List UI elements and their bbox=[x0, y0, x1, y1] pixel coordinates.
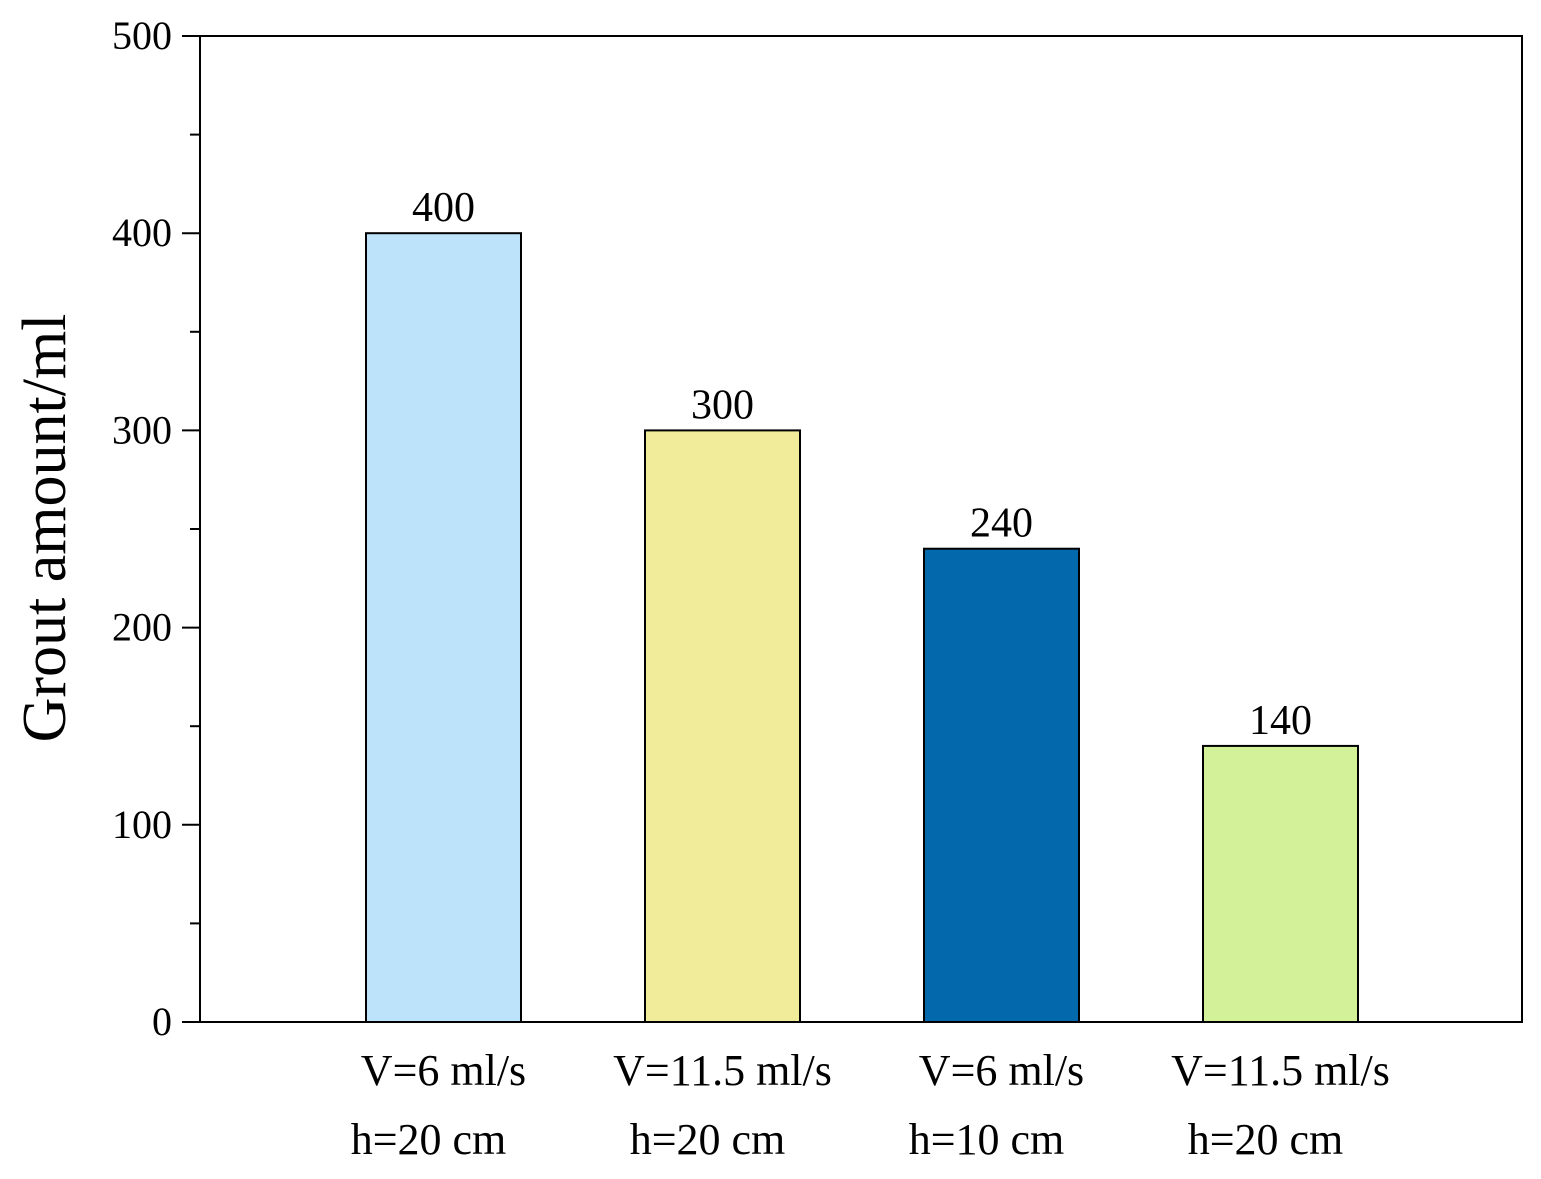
category-label-line2: h=20 cm bbox=[1188, 1115, 1344, 1164]
category-label-line1: V=6 ml/s bbox=[361, 1046, 526, 1095]
bar-2 bbox=[644, 429, 801, 1023]
data-labels: 400 300 240 140 bbox=[412, 185, 1312, 744]
category-label-line2: h=20 cm bbox=[630, 1115, 786, 1164]
category-label-line1: V=11.5 ml/s bbox=[613, 1046, 832, 1095]
category-label-line1: V=6 ml/s bbox=[919, 1046, 1084, 1095]
bar-4 bbox=[1202, 744, 1359, 1023]
bar-1 bbox=[365, 232, 522, 1023]
plot-frame bbox=[199, 35, 1523, 1023]
bars bbox=[365, 232, 1359, 1023]
bar-3 bbox=[923, 547, 1080, 1023]
y-tick-label: 300 bbox=[112, 407, 172, 452]
data-label-2: 300 bbox=[691, 382, 754, 428]
data-label-4: 140 bbox=[1249, 698, 1312, 744]
y-tick-label: 500 bbox=[112, 13, 172, 58]
data-label-1: 400 bbox=[412, 185, 475, 231]
y-tick-label: 0 bbox=[152, 999, 172, 1044]
category-labels: V=6 ml/s h=20 cm V=11.5 ml/s h=20 cm V=6 ml/… bbox=[351, 1046, 1390, 1164]
y-axis-ticks: 0 100 200 300 400 500 bbox=[112, 13, 200, 1044]
category-label-line1: V=11.5 ml/s bbox=[1171, 1046, 1390, 1095]
y-tick-label: 100 bbox=[112, 802, 172, 847]
category-label-line2: h=10 cm bbox=[909, 1115, 1065, 1164]
y-tick-label: 200 bbox=[112, 605, 172, 650]
y-tick-label: 400 bbox=[112, 210, 172, 255]
y-axis-title: Grout amount/ml bbox=[11, 314, 79, 743]
data-label-3: 240 bbox=[970, 501, 1033, 547]
category-label-line2: h=20 cm bbox=[351, 1115, 507, 1164]
